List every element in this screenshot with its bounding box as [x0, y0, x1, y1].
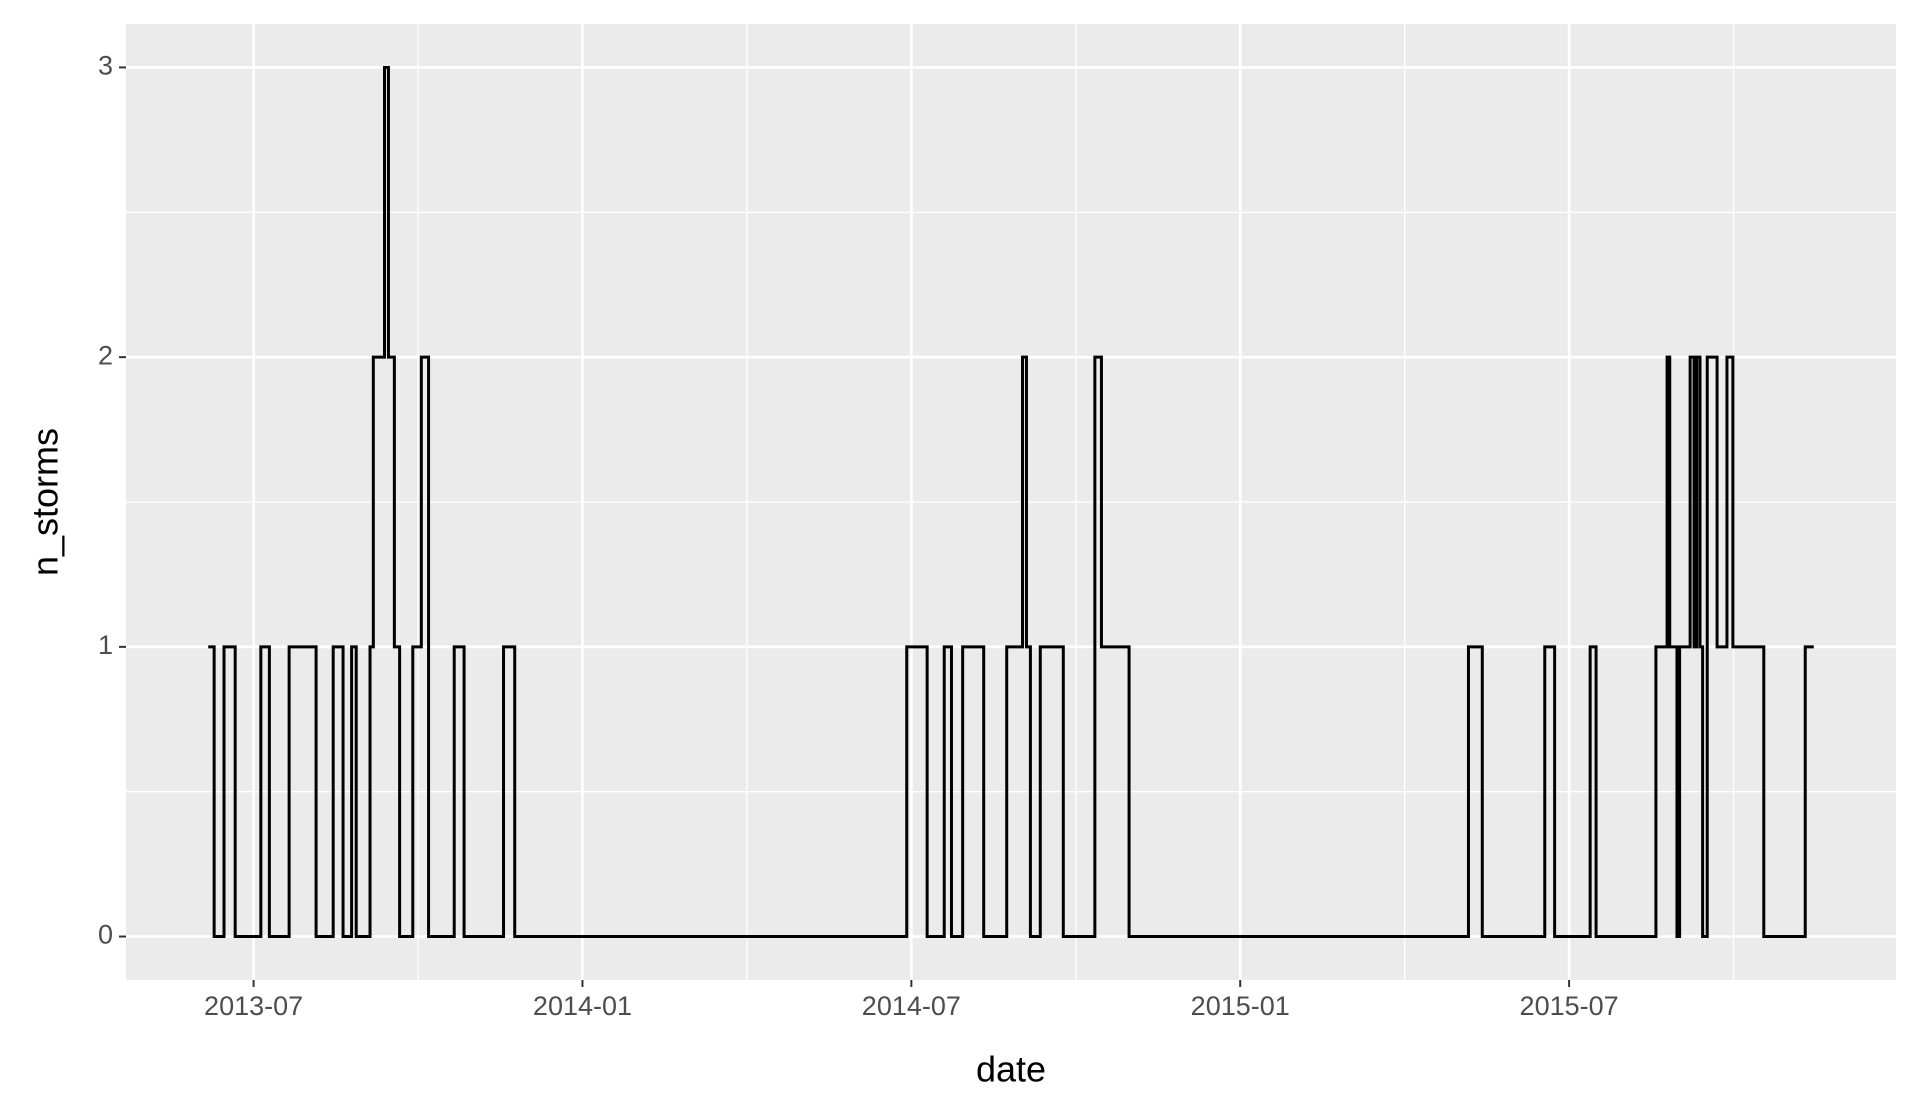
step-line: [208, 65, 1814, 939]
x-tick-label: 2015-07: [1520, 991, 1619, 1021]
x-tick-label: 2014-01: [533, 991, 632, 1021]
y-tick-label: 2: [98, 340, 113, 370]
y-tick-label: 1: [98, 630, 113, 660]
x-tick-label: 2014-07: [862, 991, 961, 1021]
y-tick-label: 3: [98, 51, 113, 81]
x-axis-title: date: [976, 1049, 1046, 1090]
x-tick-label: 2013-07: [204, 991, 303, 1021]
y-axis-title: n_storms: [25, 428, 66, 576]
x-tick-label: 2015-01: [1191, 991, 1290, 1021]
y-tick-label: 0: [98, 920, 113, 950]
